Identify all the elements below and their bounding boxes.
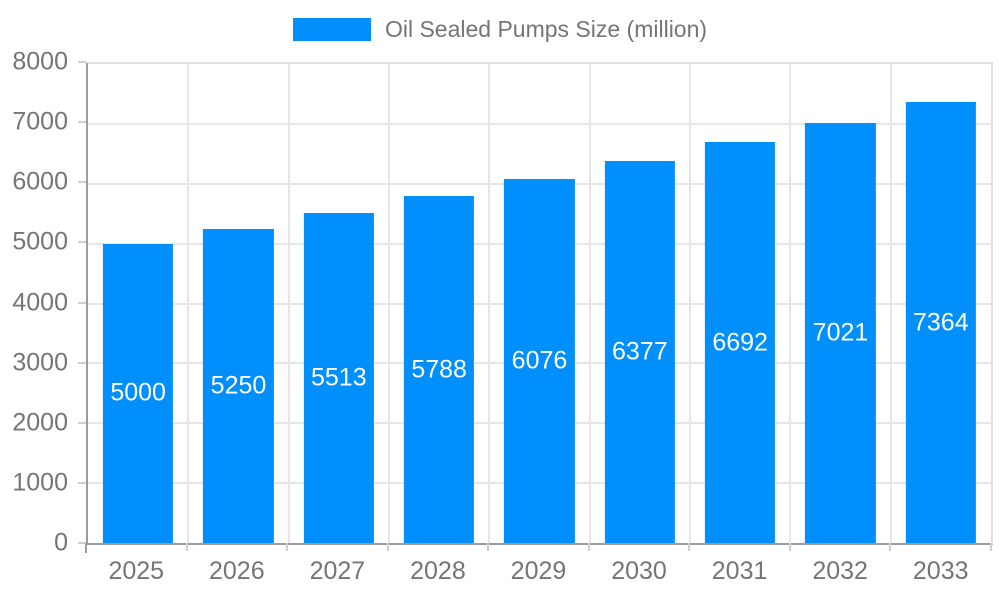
gridline-vertical (688, 64, 691, 543)
y-tick (78, 421, 86, 424)
legend-swatch-icon (292, 18, 371, 41)
gridline-vertical (387, 64, 390, 543)
bar-band: 5250 (188, 64, 288, 543)
x-axis-labels: 2025 2026 2027 2028 2029 2030 2031 2032 2033 (86, 553, 991, 589)
x-tick (286, 543, 289, 551)
y-tick (78, 121, 86, 124)
bar-value-label: 5513 (311, 363, 367, 392)
x-axis-tick-label: 2028 (410, 557, 466, 585)
x-tick (889, 543, 892, 551)
bar-band: 5788 (389, 64, 489, 543)
bar-value-label: 6377 (612, 337, 668, 366)
x-axis-tick-label: 2026 (209, 557, 265, 585)
bar: 5788 (404, 196, 475, 543)
y-axis-tick-label: 2000 (12, 408, 68, 437)
x-tick (487, 543, 490, 551)
y-axis-tick-label: 8000 (12, 47, 68, 76)
gridline-vertical (789, 64, 792, 543)
bar: 7364 (905, 102, 976, 543)
bar-value-label: 5788 (411, 355, 467, 384)
x-axis-tick-label: 2030 (611, 557, 667, 585)
bar-band: 6076 (489, 64, 589, 543)
bar-value-label: 7364 (913, 308, 969, 337)
y-tick (78, 181, 86, 184)
y-axis-tick-label: 6000 (12, 167, 68, 196)
x-tick (688, 543, 691, 551)
bar: 5000 (103, 243, 174, 543)
bar-value-label: 6692 (712, 328, 768, 357)
y-axis-tick-label: 0 (54, 528, 68, 557)
legend-item[interactable]: Oil Sealed Pumps Size (million) (292, 16, 708, 43)
y-axis-tick-label: 1000 (12, 468, 68, 497)
y-tick (78, 542, 86, 544)
legend-label: Oil Sealed Pumps Size (million) (384, 16, 708, 42)
x-axis-tick-label: 2031 (711, 557, 768, 585)
x-tick (386, 543, 389, 551)
bar-value-label: 7021 (812, 318, 869, 347)
gridline-horizontal (88, 122, 991, 125)
bar-band: 7364 (891, 64, 991, 543)
gridline-vertical (187, 64, 190, 543)
x-tick (85, 543, 87, 553)
bar-band: 6377 (590, 64, 690, 543)
plot-area: 5000 5250 5513 5788 6076 6377 6692 7021 7364 (86, 62, 993, 545)
bar-value-label: 5000 (110, 378, 166, 407)
y-axis-tick-label: 7000 (12, 107, 68, 136)
x-tick (587, 543, 590, 551)
bar-band: 5513 (289, 64, 389, 543)
gridline-vertical (588, 64, 591, 543)
x-tick (788, 543, 791, 551)
x-axis-tick-label: 2027 (309, 557, 366, 585)
bar-band: 5000 (88, 64, 188, 543)
bar: 5513 (303, 212, 374, 543)
y-axis-tick-label: 4000 (12, 288, 68, 316)
y-axis-tick-label: 5000 (12, 227, 68, 256)
gridline-vertical (287, 64, 290, 543)
y-tick (78, 301, 86, 304)
y-axis-ticks (78, 61, 86, 544)
gridline-vertical (488, 64, 491, 543)
x-axis-ticks (85, 543, 992, 553)
y-axis-labels: 0 1000 2000 3000 4000 5000 6000 7000 8000 (0, 48, 68, 557)
x-axis-tick-label: 2029 (510, 557, 567, 585)
bar-band: 6692 (690, 64, 790, 543)
x-axis-tick-label: 2033 (912, 557, 969, 585)
x-tick (185, 543, 188, 551)
bar-value-label: 6076 (511, 346, 568, 375)
bar: 6076 (504, 179, 575, 543)
bar: 7021 (805, 122, 876, 543)
y-tick (78, 361, 86, 364)
y-tick (78, 61, 86, 63)
y-axis-tick-label: 3000 (12, 348, 68, 377)
bar: 6692 (705, 142, 776, 543)
bar-value-label: 5250 (210, 371, 267, 400)
gridline-vertical (889, 64, 892, 543)
legend: Oil Sealed Pumps Size (million) (0, 16, 1000, 43)
y-tick (78, 241, 86, 244)
x-axis-tick-label: 2032 (812, 557, 868, 585)
x-axis-tick-label: 2025 (108, 557, 165, 585)
bar: 6377 (604, 161, 675, 543)
x-tick (990, 543, 992, 551)
y-tick (78, 481, 86, 484)
bar-band: 7021 (790, 64, 890, 543)
bar: 5250 (203, 228, 274, 543)
